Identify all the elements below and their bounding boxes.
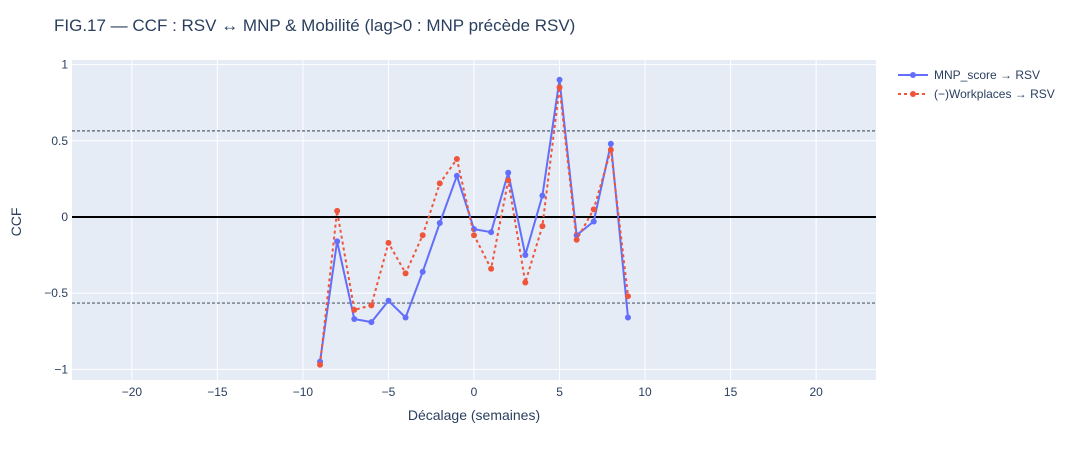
x-tick-label: −15 <box>207 385 228 399</box>
data-point <box>351 316 358 323</box>
data-point <box>539 223 546 230</box>
legend-marker <box>910 72 916 78</box>
y-tick-labels: −1 −0.5 0 0.5 1 <box>44 58 68 377</box>
legend-item-1[interactable]: MNP_score → RSV <box>898 68 1040 82</box>
data-point <box>539 192 546 199</box>
data-point <box>334 207 341 214</box>
confidence-bounds <box>72 130 876 304</box>
y-tick-label: 0.5 <box>51 134 68 148</box>
y-gridlines <box>72 64 876 370</box>
data-point <box>624 293 631 300</box>
data-point <box>436 220 443 227</box>
y-tick-label: −1 <box>54 362 68 376</box>
data-point <box>522 252 529 259</box>
data-point <box>368 302 375 309</box>
data-point <box>556 84 563 91</box>
data-point <box>505 177 512 184</box>
data-point <box>522 279 529 286</box>
data-point <box>573 236 580 243</box>
data-point <box>419 268 426 275</box>
data-point <box>385 239 392 246</box>
data-point <box>385 297 392 304</box>
data-point <box>368 319 375 326</box>
x-tick-label: −5 <box>382 385 396 399</box>
x-tick-label: −20 <box>122 385 143 399</box>
legend-label: MNP_score → RSV <box>934 68 1040 82</box>
data-point <box>453 172 460 179</box>
data-point <box>590 218 597 225</box>
data-point <box>471 232 477 239</box>
data-point <box>334 238 341 245</box>
data-point <box>488 229 495 236</box>
data-point <box>402 314 409 321</box>
x-gridlines <box>131 60 817 380</box>
series-2 <box>317 84 631 368</box>
x-tick-label: 20 <box>809 385 823 399</box>
x-tick-label: 0 <box>471 385 478 399</box>
data-point <box>436 180 443 187</box>
chart-title: FIG.17 — CCF : RSV ↔ MNP & Mobilité (lag… <box>54 16 575 35</box>
legend[interactable]: MNP_score → RSV (−)Workplaces → RSV <box>898 68 1055 101</box>
x-tick-label: −10 <box>293 385 314 399</box>
data-point <box>453 156 460 163</box>
x-tick-label: 15 <box>724 385 738 399</box>
legend-marker <box>910 91 916 97</box>
y-tick-label: 1 <box>61 58 68 72</box>
legend-item-2[interactable]: (−)Workplaces → RSV <box>898 87 1055 101</box>
x-tick-label: 5 <box>556 385 563 399</box>
x-tick-label: 10 <box>638 385 652 399</box>
y-tick-label: −0.5 <box>44 286 68 300</box>
data-point <box>556 76 563 83</box>
data-point <box>607 146 614 153</box>
data-point <box>488 265 495 272</box>
x-axis-title: Décalage (semaines) <box>408 407 540 423</box>
x-tick-labels: −20 −15 −10 −5 0 5 10 15 20 <box>122 385 823 399</box>
series-layer <box>317 76 631 368</box>
data-point <box>624 314 631 321</box>
data-point <box>607 140 614 147</box>
data-point <box>419 232 426 239</box>
y-axis-title: CCF <box>8 208 24 237</box>
data-point <box>351 306 358 313</box>
y-tick-label: 0 <box>61 210 68 224</box>
data-point <box>317 361 324 368</box>
data-point <box>402 270 409 277</box>
legend-label: (−)Workplaces → RSV <box>934 87 1055 101</box>
data-point <box>590 206 597 213</box>
data-point <box>505 169 512 176</box>
